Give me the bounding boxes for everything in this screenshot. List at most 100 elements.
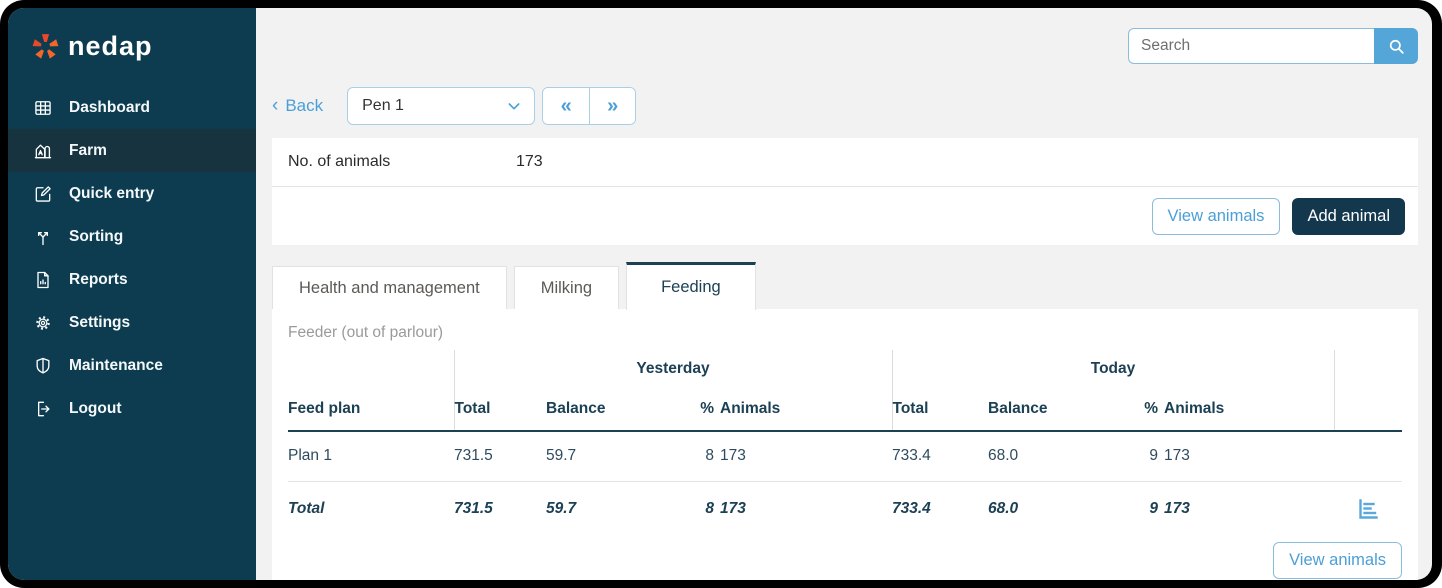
sidebar-item-reports[interactable]: Reports [8,258,256,301]
top-bar [272,28,1418,64]
sidebar-item-label: Settings [69,313,131,331]
sidebar-item-label: Reports [69,270,128,288]
search-icon [1389,39,1404,54]
cell-yesterday-total: 731.5 [454,431,546,482]
column-header-yesterday-balance: Balance [546,387,664,432]
next-pen-button[interactable]: » [589,88,636,124]
tab-feeding[interactable]: Feeding [626,262,756,310]
logout-icon [33,399,53,419]
cell-yesterday-total: 731.5 [454,499,493,517]
grid-icon [33,98,53,118]
pen-select-value: Pen 1 [362,97,404,114]
table-row-plan-1: Plan 1 731.5 59.7 8 173 733.4 68.0 9 173 [288,431,1402,482]
edit-icon [33,184,53,204]
cell-actions [1334,481,1402,536]
sidebar-item-settings[interactable]: Settings [8,301,256,344]
column-header-yesterday-animals: Animals [720,387,892,432]
feeding-panel: Feeder (out of parlour) Yesterday Today [272,309,1418,580]
sidebar-item-label: Sorting [69,227,124,245]
chevron-down-icon [508,103,520,110]
sidebar: nedap Dashboard Farm [8,8,256,580]
brand-wordmark: nedap [68,31,153,61]
feed-plan-table: Yesterday Today Feed plan Total Balance … [288,350,1402,536]
add-animal-button[interactable]: Add animal [1292,197,1405,235]
brand-logo: nedap [8,8,256,76]
group-header-yesterday: Yesterday [453,350,892,387]
pen-summary-card: No. of animals 173 View animals Add anim… [272,138,1418,245]
column-header-actions [1334,387,1402,432]
column-header-today-percent: % [1106,387,1164,432]
view-animals-feeding-button[interactable]: View animals [1273,542,1402,579]
cell-today-total: 733.4 [892,431,988,482]
animal-count-value: 173 [516,153,543,170]
detail-tabs: Health and management Milking Feeding [272,262,1418,310]
split-arrows-icon [33,227,53,247]
cell-feed-plan: Plan 1 [288,431,454,482]
gear-icon [33,313,53,333]
pen-select[interactable]: Pen 1 [347,87,536,125]
back-chevron-icon: ‹ [272,94,279,116]
sidebar-item-farm[interactable]: Farm [8,129,256,172]
sidebar-item-logout[interactable]: Logout [8,387,256,430]
bar-chart-icon[interactable] [1356,497,1380,521]
cell-today-balance: 68.0 [988,499,1019,517]
column-header-today-animals: Animals [1164,387,1335,432]
column-header-today-balance: Balance [988,387,1106,432]
cell-today-balance: 68.0 [988,431,1106,482]
report-icon [33,270,53,290]
feeding-actions: View animals [288,536,1402,580]
column-header-yesterday-percent: % [664,387,720,432]
animal-count-row: No. of animals 173 [272,138,1418,187]
pen-pager: « » [542,87,637,125]
sidebar-item-quick-entry[interactable]: Quick entry [8,172,256,215]
animal-count-label: No. of animals [288,153,391,170]
table-group-header-row: Yesterday Today [288,350,1402,387]
sidebar-item-label: Farm [69,141,107,159]
double-chevron-left-icon: « [560,94,572,117]
double-chevron-right-icon: » [607,94,619,117]
tab-milking[interactable]: Milking [513,266,620,309]
table-column-header-row: Feed plan Total Balance % Animals Total … [288,387,1402,432]
cell-feed-plan: Total [288,499,325,517]
cell-today-animals: 173 [1164,499,1190,517]
search-button[interactable] [1374,28,1418,64]
cell-yesterday-animals: 173 [720,431,892,482]
cell-yesterday-balance: 59.7 [546,431,664,482]
sidebar-item-maintenance[interactable]: Maintenance [8,344,256,387]
group-header-today: Today [891,350,1335,387]
sidebar-item-label: Maintenance [69,356,163,374]
cell-today-animals: 173 [1164,431,1334,482]
group-header-spacer [1334,350,1402,387]
tab-health-and-management[interactable]: Health and management [272,266,507,309]
cell-yesterday-balance: 59.7 [546,499,577,517]
back-link[interactable]: ‹ Back [272,96,323,116]
nedap-star-icon [32,34,59,59]
group-header-spacer [288,350,454,387]
sidebar-item-label: Logout [69,399,122,417]
sidebar-item-sorting[interactable]: Sorting [8,215,256,258]
main-content: ‹ Back Pen 1 « » No. o [256,8,1432,580]
previous-pen-button[interactable]: « [543,88,590,124]
cell-today-percent: 9 [1106,431,1164,482]
shield-icon [33,356,53,376]
sidebar-item-label: Quick entry [69,184,155,202]
column-header-today-total: Total [891,387,988,432]
search-input[interactable] [1128,28,1374,64]
feeder-section-title: Feeder (out of parlour) [288,324,444,341]
cell-actions [1334,431,1402,482]
cell-today-total: 733.4 [892,499,931,517]
sidebar-item-label: Dashboard [69,98,150,116]
column-header-yesterday-total: Total [453,387,546,432]
cell-yesterday-animals: 173 [720,499,746,517]
back-label: Back [285,96,324,115]
cell-yesterday-percent: 8 [664,431,720,482]
app-root: nedap Dashboard Farm [8,8,1432,580]
cell-yesterday-percent: 8 [705,499,714,517]
sidebar-item-dashboard[interactable]: Dashboard [8,86,256,129]
pen-toolbar: ‹ Back Pen 1 « » [272,87,1418,125]
view-animals-button[interactable]: View animals [1151,197,1281,235]
table-row-total: Total 731.5 59.7 8 173 733.4 68.0 9 173 [288,481,1402,536]
sidebar-nav: Dashboard Farm Quick entry [8,86,256,430]
column-header-feed-plan: Feed plan [288,387,454,432]
